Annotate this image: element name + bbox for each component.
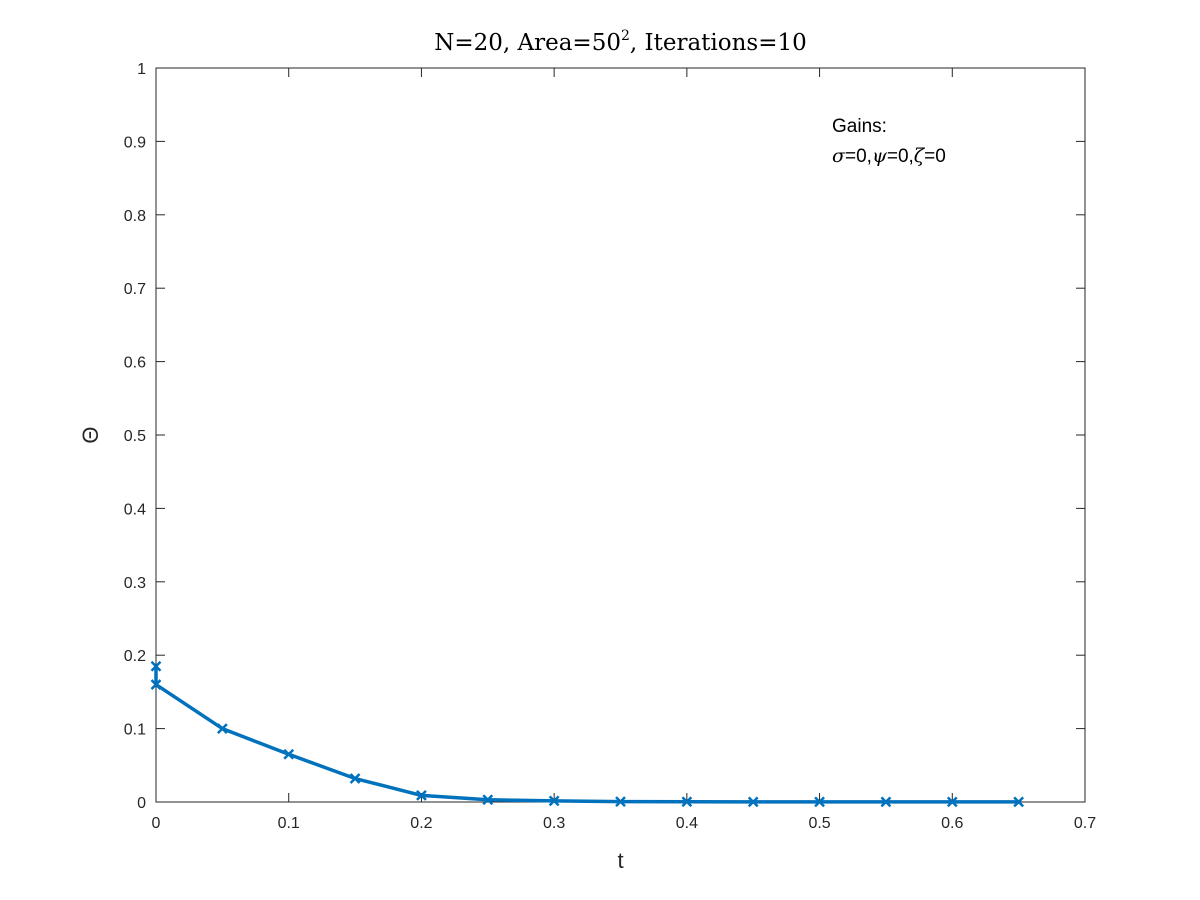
y-tick-label: 0.9 bbox=[124, 134, 146, 151]
data-point-marker bbox=[681, 796, 693, 808]
data-point-marker bbox=[880, 796, 892, 808]
data-point-marker bbox=[747, 796, 759, 808]
data-point-marker bbox=[548, 795, 560, 807]
x-tick-label: 0.5 bbox=[808, 815, 830, 832]
x-tick-label: 0.6 bbox=[941, 815, 963, 832]
sigma-symbol: σ bbox=[832, 145, 846, 167]
psi-value: =0, bbox=[887, 146, 914, 167]
zeta-symbol: ζ bbox=[914, 145, 926, 167]
data-point-marker bbox=[283, 748, 295, 760]
data-point-marker bbox=[1013, 796, 1025, 808]
y-tick-label: 0 bbox=[137, 795, 146, 812]
x-tick-label: 0 bbox=[152, 815, 161, 832]
data-point-marker bbox=[150, 660, 162, 672]
y-tick-label: 0.8 bbox=[124, 208, 146, 225]
x-tick-label: 0.1 bbox=[278, 815, 300, 832]
psi-symbol: ψ bbox=[872, 145, 888, 167]
y-tick-label: 0.6 bbox=[124, 355, 146, 372]
sigma-value: =0, bbox=[845, 146, 872, 167]
data-point-marker bbox=[946, 796, 958, 808]
plot-area bbox=[156, 68, 1085, 802]
y-tick-label: 0.3 bbox=[124, 575, 146, 592]
gains-annotation: Gains: σ=0,ψ=0,ζ=0 bbox=[832, 116, 946, 167]
y-axis-label: Θ bbox=[78, 426, 103, 443]
y-tick-label: 0.4 bbox=[124, 501, 146, 518]
data-point-marker bbox=[216, 723, 228, 734]
data-point-marker bbox=[349, 773, 361, 784]
data-point-marker bbox=[814, 796, 825, 808]
zeta-value: =0 bbox=[924, 146, 946, 167]
y-tick-label: 1 bbox=[137, 61, 146, 78]
x-tick-label: 0.7 bbox=[1074, 815, 1096, 832]
y-tick-label: 0.5 bbox=[124, 428, 146, 445]
data-point-marker bbox=[416, 790, 427, 801]
annotation-line-2: σ=0,ψ=0,ζ=0 bbox=[832, 145, 946, 167]
x-tick-label: 0.2 bbox=[410, 815, 432, 832]
x-axis-label: t bbox=[617, 848, 623, 873]
y-tick-label: 0.7 bbox=[124, 281, 146, 298]
axis-ticks: 0 0.1 0.2 0.3 0.4 0.5 0.6 0.7 0 0.1 0.2 0.3 0.4 0.5 0.… bbox=[124, 61, 1096, 832]
x-tick-label: 0.4 bbox=[676, 815, 698, 832]
series-layer bbox=[150, 660, 1025, 808]
annotation-line-1: Gains: bbox=[832, 116, 887, 137]
x-tick-label: 0.3 bbox=[543, 815, 565, 832]
data-point-marker bbox=[615, 796, 626, 808]
y-tick-label: 0.2 bbox=[124, 648, 146, 665]
y-tick-label: 0.1 bbox=[124, 722, 146, 739]
data-point-marker bbox=[150, 679, 162, 690]
chart-title: N=20, Area=502, Iterations=10 bbox=[434, 28, 807, 56]
data-point-marker bbox=[482, 794, 494, 806]
